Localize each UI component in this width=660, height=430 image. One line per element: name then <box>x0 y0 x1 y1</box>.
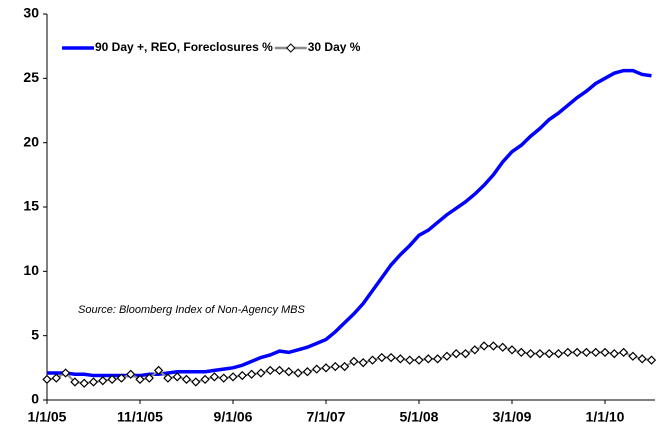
point-marker <box>395 354 406 364</box>
point-marker <box>284 367 294 377</box>
point-marker <box>265 365 275 376</box>
y-tick-label: 20 <box>23 133 39 149</box>
point-marker <box>107 374 117 385</box>
y-tick-label: 5 <box>31 326 39 342</box>
legend-label: 30 Day % <box>308 40 361 54</box>
point-marker <box>358 358 368 368</box>
point-marker <box>423 354 433 364</box>
point-marker <box>460 349 471 359</box>
point-marker <box>637 354 647 364</box>
y-tick-label: 10 <box>23 262 39 278</box>
point-marker <box>609 349 619 359</box>
annotation: Source: Bloomberg Index of Non-Agency MB… <box>78 304 306 316</box>
x-tick-label: 3/1/09 <box>493 409 532 425</box>
point-marker <box>377 352 387 363</box>
y-tick-label: 25 <box>23 69 39 85</box>
point-marker <box>321 363 331 373</box>
point-marker <box>572 347 582 358</box>
point-marker <box>432 354 443 364</box>
legend-marker <box>286 43 296 53</box>
y-tick-label: 30 <box>23 5 39 21</box>
series-line <box>47 68 652 378</box>
point-marker <box>172 372 182 382</box>
point-marker <box>628 351 638 361</box>
x-tick-label: 11/1/05 <box>117 409 163 425</box>
legend-label: 90 Day +, REO, Foreclosures % <box>95 40 273 54</box>
point-marker <box>237 370 247 381</box>
point-marker <box>219 373 229 383</box>
point-marker <box>70 377 80 387</box>
point-marker <box>228 372 238 382</box>
point-marker <box>246 369 257 379</box>
point-marker <box>600 347 610 358</box>
point-marker <box>618 347 629 358</box>
point-marker <box>330 361 340 372</box>
point-marker <box>349 356 359 367</box>
point-marker <box>153 365 164 376</box>
point-marker <box>414 355 424 365</box>
point-marker <box>209 372 220 382</box>
point-marker <box>535 349 545 359</box>
point-marker <box>42 374 52 385</box>
point-marker <box>79 378 89 388</box>
x-tick-label: 5/1/08 <box>400 409 439 425</box>
point-marker <box>386 352 396 363</box>
point-marker <box>181 374 192 385</box>
x-tick-label: 1/1/05 <box>28 409 67 425</box>
y-tick-label: 0 <box>31 391 39 407</box>
x-tick-label: 1/1/10 <box>586 409 625 425</box>
point-marker <box>525 349 536 359</box>
point-marker <box>274 365 285 376</box>
point-marker <box>516 347 526 358</box>
x-tick-label: 7/1/07 <box>307 409 346 425</box>
point-marker <box>51 373 61 383</box>
point-marker <box>256 368 266 378</box>
point-marker <box>470 345 480 355</box>
y-tick-label: 15 <box>23 198 39 214</box>
point-marker <box>581 347 592 358</box>
point-marker <box>312 364 322 374</box>
point-marker <box>479 341 489 351</box>
point-marker <box>367 355 378 365</box>
point-marker <box>163 373 173 383</box>
point-marker <box>553 349 564 359</box>
point-marker <box>200 374 210 385</box>
point-marker <box>60 368 71 378</box>
point-marker <box>488 341 499 351</box>
point-marker <box>98 376 108 386</box>
point-marker <box>126 369 136 379</box>
point-marker <box>144 373 154 383</box>
point-marker <box>591 347 601 358</box>
point-marker <box>293 368 303 378</box>
point-marker <box>135 374 145 385</box>
point-marker <box>116 373 127 383</box>
point-marker <box>302 367 313 377</box>
point-marker <box>507 345 517 355</box>
point-marker <box>544 349 554 359</box>
point-marker <box>442 351 452 361</box>
point-marker <box>563 347 573 358</box>
point-marker <box>646 355 657 365</box>
x-tick-label: 9/1/06 <box>214 409 253 425</box>
point-marker <box>498 342 508 352</box>
point-marker <box>405 355 415 365</box>
point-marker <box>339 361 350 372</box>
point-marker <box>451 349 461 359</box>
point-marker <box>88 377 99 387</box>
point-marker <box>191 377 201 387</box>
